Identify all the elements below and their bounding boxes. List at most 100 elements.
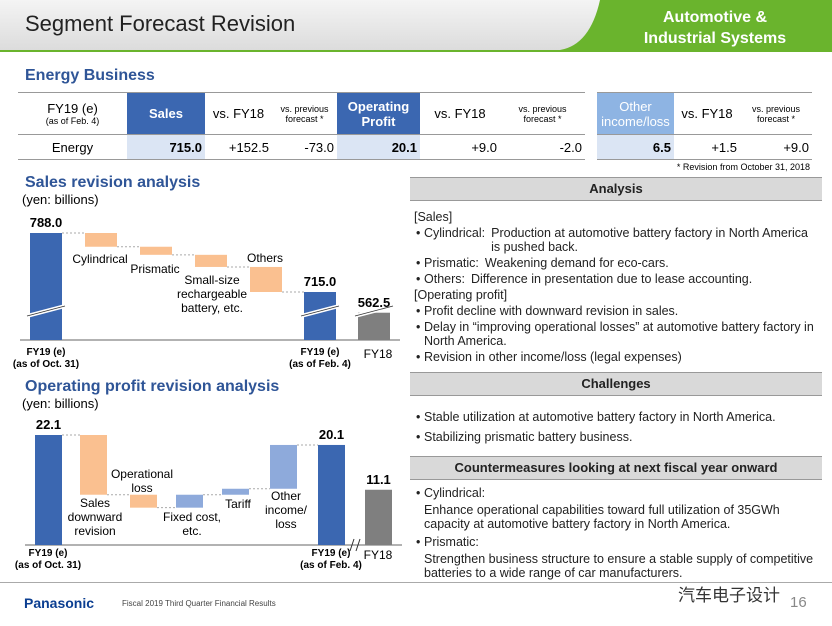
bar — [130, 494, 157, 508]
cell: +9.0 — [420, 134, 500, 160]
box-heading: Countermeasures looking at next fiscal y… — [410, 456, 822, 480]
axis-break — [300, 305, 340, 317]
header-cell: vs. previous forecast * — [500, 92, 585, 135]
axis-break — [349, 538, 355, 552]
chart-title: Sales revision analysis — [25, 174, 201, 191]
bullet-text: Revision in other income/loss (legal exp… — [424, 350, 682, 364]
bullet: Stable utilization at automotive battery… — [414, 410, 818, 424]
bullet-label: Prismatic: — [424, 256, 479, 270]
cell: 715.0 — [127, 134, 205, 160]
box-heading: Challenges — [410, 372, 822, 396]
bullet-label: Prismatic: — [424, 535, 479, 549]
countermeasures-body: Cylindrical: Enhance operational capabili… — [410, 480, 822, 588]
cell: +1.5 — [674, 134, 740, 160]
bullet: Prismatic: Weakening demand for eco-cars. — [414, 256, 818, 270]
bar — [365, 489, 392, 545]
chart-unit: (yen: billions) — [22, 192, 99, 207]
bullet: Profit decline with downward revision in… — [414, 304, 818, 318]
bullet-text: Profit decline with downward revision in… — [424, 304, 679, 318]
bullet: Delay in “improving operational losses” … — [414, 320, 818, 348]
bar — [358, 312, 390, 340]
right-panel: Analysis [Sales] Cylindrical: Production at… — [410, 177, 822, 588]
category-label: FY19 (e) (as of Feb. 4) — [300, 548, 362, 571]
axis-break — [355, 538, 361, 552]
category-label: FY19 (e) (as of Oct. 31) — [14, 548, 82, 571]
cell: -2.0 — [500, 134, 585, 160]
section-title: Energy Business — [25, 67, 155, 84]
bullet-text: Enhance operational capabilities toward … — [424, 503, 780, 531]
cell: +9.0 — [740, 134, 812, 160]
bullet: Stabilizing prismatic battery business. — [414, 430, 818, 444]
brand: Panasonic — [24, 595, 95, 611]
doc-name: Fiscal 2019 Third Quarter Financial Resu… — [122, 599, 276, 608]
category-label: FY18 — [363, 347, 393, 361]
section-title: [Sales] — [414, 210, 453, 224]
bar — [140, 246, 172, 255]
chart-unit: (yen: billions) — [22, 396, 99, 411]
header-shape — [0, 0, 832, 52]
category-label: FY19 (e) (as of Feb. 4) — [289, 347, 351, 370]
section-title: [Operating profit] — [414, 288, 508, 302]
bullet-text: Weakening demand for eco-cars. — [484, 256, 669, 270]
header-cell: Operating Profit — [337, 92, 420, 135]
header-cell: Other income/loss — [597, 92, 674, 135]
bar — [195, 254, 227, 267]
bullet: Cylindrical: Enhance operational capabili… — [414, 486, 818, 531]
cell: -73.0 — [272, 134, 337, 160]
bar — [304, 292, 336, 340]
bullet-text: Difference in presentation due to lease … — [471, 272, 753, 286]
cell: 6.5 — [597, 134, 674, 160]
bar — [80, 435, 107, 495]
axis-break — [354, 305, 394, 317]
segment: Automotive & Industrial Systems — [610, 7, 820, 49]
bullet-text: Stabilizing prismatic battery business. — [424, 430, 633, 444]
bar — [35, 435, 62, 545]
category-label: FY18 — [363, 548, 393, 562]
category-label: Cylindrical — [72, 252, 128, 266]
bar — [85, 233, 117, 247]
bullet: Revision in other income/loss (legal exp… — [414, 350, 818, 364]
header-cell: vs. FY18 — [420, 92, 500, 135]
title: Segment Forecast Revision — [25, 11, 296, 36]
page-number: 16 — [790, 594, 807, 611]
analysis-body: [Sales] Cylindrical: Production at automot… — [410, 201, 822, 372]
bullet-text: Delay in “improving operational losses” … — [424, 320, 814, 348]
bullet-label: Cylindrical: — [424, 486, 486, 500]
header-cell: vs. FY18 — [205, 92, 272, 135]
value-label: 788.0 — [29, 215, 63, 230]
segment-line: Automotive & — [663, 9, 767, 26]
note: * Revision from October 31, 2018 — [676, 162, 810, 172]
value-label: 11.1 — [366, 471, 391, 487]
watermark: 汽车电子设计 — [678, 586, 780, 605]
asof: (as of Feb. 4) — [45, 116, 100, 126]
value-label: 715.0 — [303, 274, 337, 289]
segment-line: Industrial Systems — [643, 30, 787, 47]
forecast-table: FY19 (e) (as of Feb. 4) Sales vs. FY18 vs… — [18, 92, 585, 160]
header-cell: Sales — [127, 92, 205, 135]
chart-title: Operating profit revision analysis — [25, 378, 280, 395]
bullet-text: Stable utilization at automotive battery… — [424, 410, 776, 424]
panel-body: Analysis [Sales] Cylindrical: Production at… — [410, 177, 822, 588]
bar — [222, 488, 249, 495]
category-label: Prismatic — [130, 262, 180, 276]
bar — [30, 233, 62, 340]
header-cell: vs. FY18 — [674, 92, 740, 135]
category-label: Operational loss — [110, 467, 174, 495]
value-label: 562.5 — [357, 294, 391, 310]
bullet-text: Strengthen business structure to ensure … — [424, 552, 814, 580]
category-label: Sales downward revision — [67, 496, 123, 538]
cell: +152.5 — [205, 134, 272, 160]
category-label: Other income/ loss — [264, 489, 308, 531]
category-label: Others — [246, 251, 284, 265]
category-label: Tariff — [225, 497, 251, 511]
footer-line — [0, 582, 832, 583]
header-cell: FY19 (e) (as of Feb. 4) — [18, 92, 127, 135]
header-cell: vs. previous forecast * — [272, 92, 337, 135]
bullet-label: Cylindrical: — [424, 226, 486, 240]
axis-break — [26, 305, 66, 317]
bullet-label: Others: — [424, 272, 465, 286]
other-table: Other income/loss vs. FY18 vs. previous … — [597, 92, 812, 160]
bar — [318, 444, 345, 545]
bar — [176, 494, 203, 508]
